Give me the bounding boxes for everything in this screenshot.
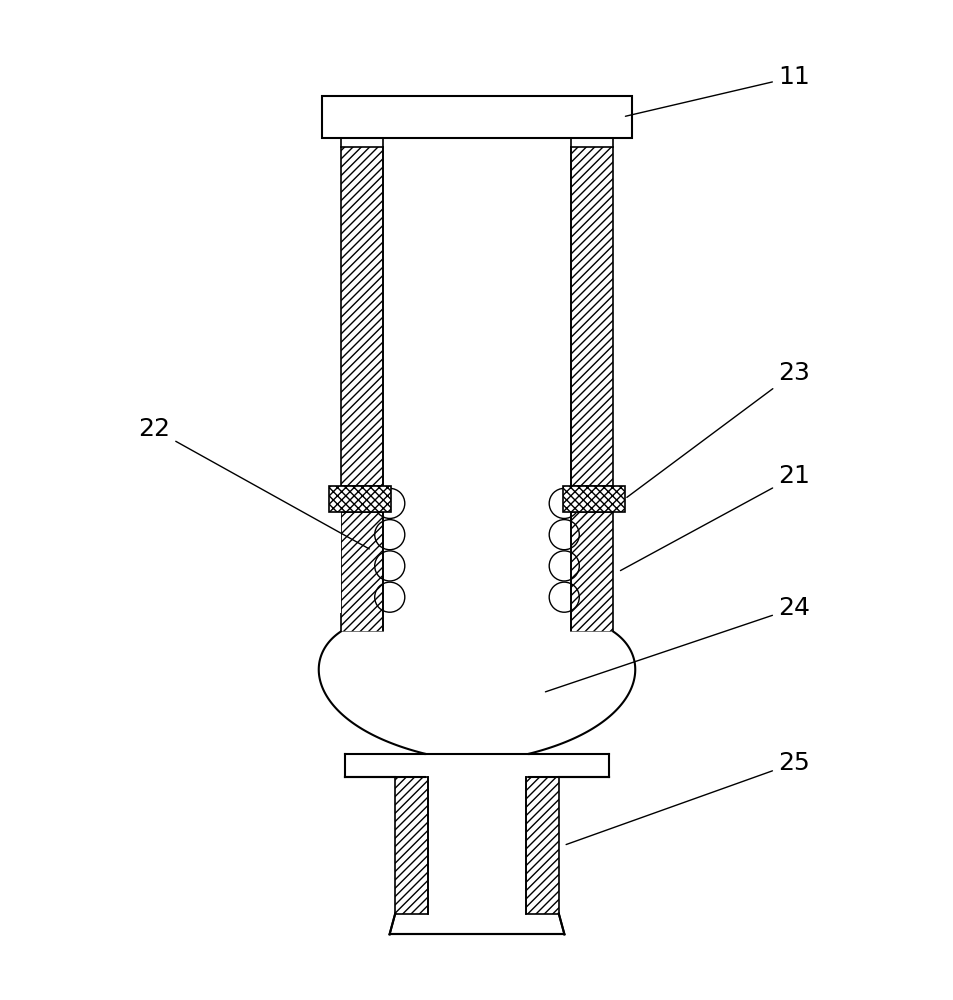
Bar	[528, 754, 608, 777]
Bar	[321, 96, 632, 138]
Text: 11: 11	[625, 65, 809, 116]
Bar	[340, 147, 382, 486]
Bar	[345, 754, 425, 777]
Bar	[525, 777, 558, 914]
Text: 22: 22	[138, 417, 369, 549]
Bar	[382, 512, 571, 632]
Bar	[563, 486, 624, 512]
Text: 25: 25	[565, 751, 809, 845]
Bar	[571, 512, 613, 632]
Bar	[571, 147, 613, 486]
Text: 24: 24	[545, 596, 809, 692]
Text: 23: 23	[626, 361, 809, 497]
Bar	[329, 486, 390, 512]
Bar	[316, 488, 340, 613]
Bar	[428, 777, 525, 914]
Text: 21: 21	[619, 464, 809, 571]
Bar	[395, 777, 428, 914]
Bar	[340, 512, 382, 632]
Bar	[382, 147, 571, 486]
Polygon shape	[389, 914, 564, 934]
Polygon shape	[318, 632, 635, 754]
